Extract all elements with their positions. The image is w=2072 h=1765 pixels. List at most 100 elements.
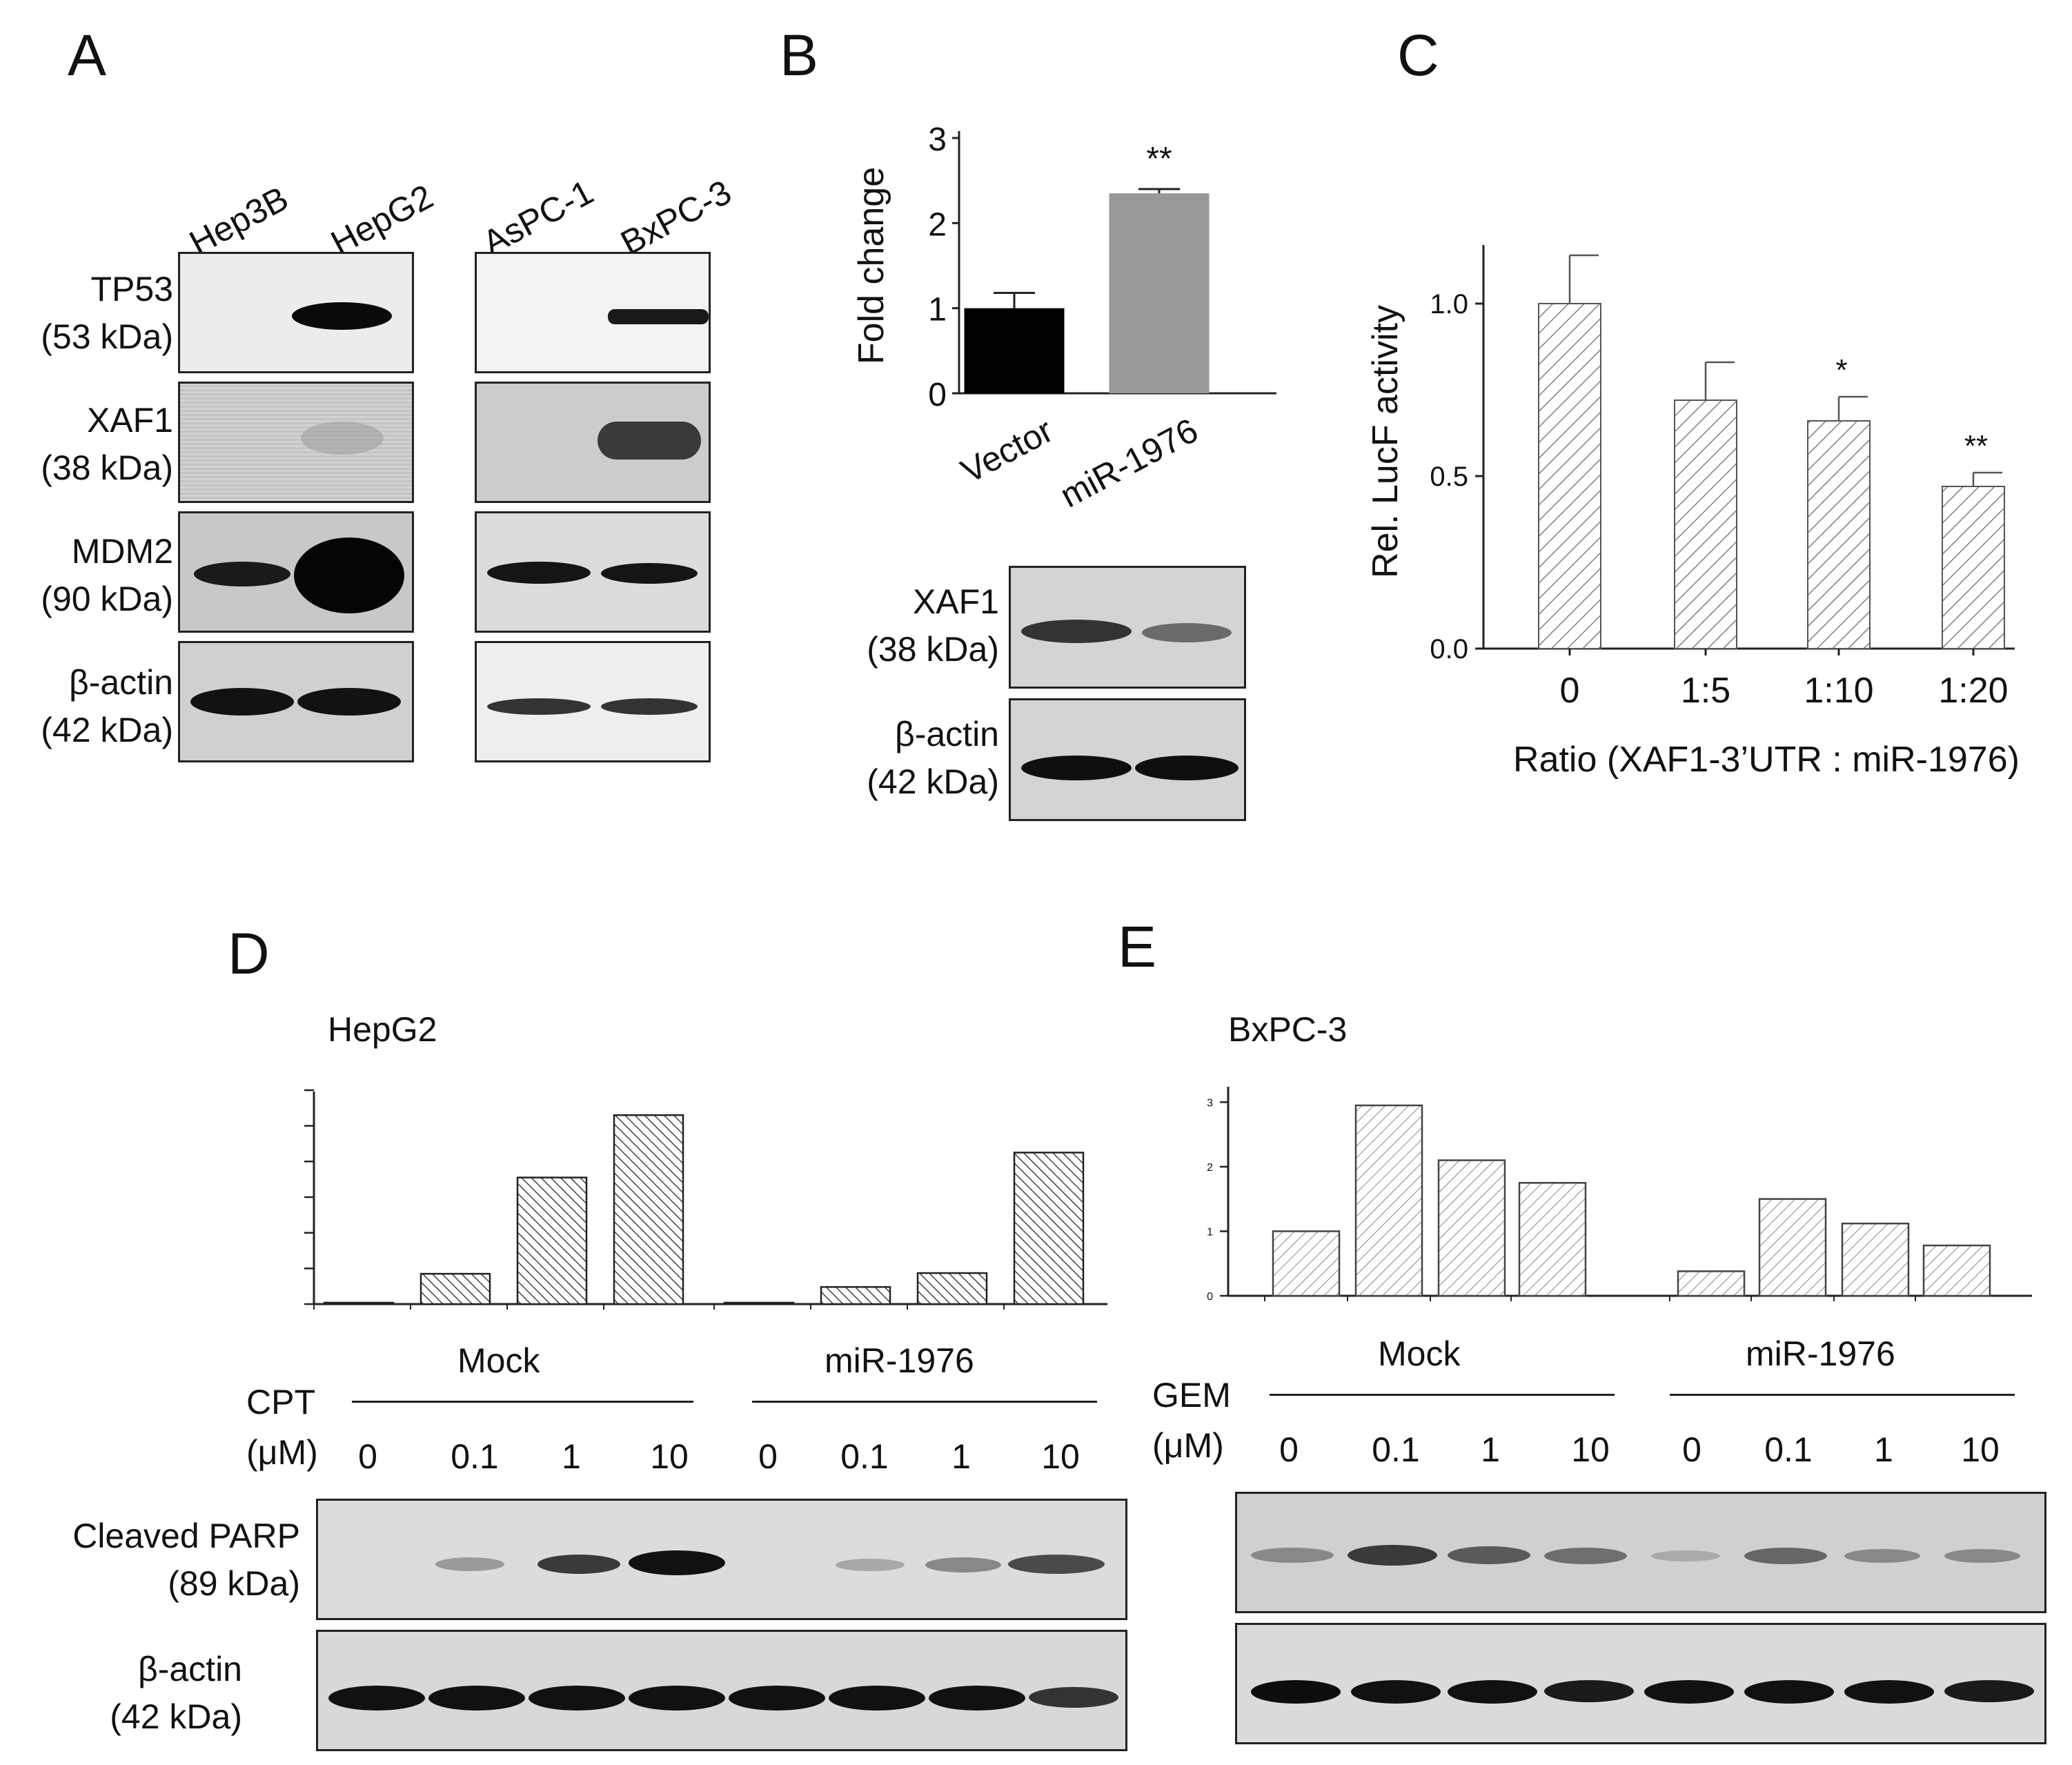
bar <box>1677 1270 1746 1297</box>
y-tick-label: 2 <box>1207 1162 1213 1174</box>
protein-label-d-bactin: β-actin (42 kDa) <box>110 1650 242 1736</box>
e-dose-label: 0 <box>1279 1430 1299 1469</box>
bar <box>1538 303 1601 649</box>
group-line-d-mock <box>352 1401 693 1403</box>
d-dose-label: 10 <box>1041 1437 1080 1476</box>
band <box>487 698 591 715</box>
band <box>428 1686 525 1710</box>
y-tick-label: 0 <box>1207 1291 1213 1303</box>
y-tick-label: 1 <box>1207 1226 1213 1238</box>
band <box>190 688 294 716</box>
e-dose-label: 0 <box>1682 1430 1701 1469</box>
band <box>1448 1680 1537 1704</box>
band <box>925 1557 1001 1572</box>
blot-d-parp <box>316 1499 1127 1620</box>
band <box>537 1555 620 1574</box>
d-dose-label: 10 <box>650 1437 689 1476</box>
band <box>1744 1548 1827 1564</box>
panel-e-letter: E <box>1118 914 1157 979</box>
bar <box>1942 486 2005 649</box>
band <box>487 562 591 584</box>
bar <box>1807 420 1871 649</box>
group-label-e-mir: miR-1976 <box>1746 1334 1895 1373</box>
protein-label-xaf1: XAF1 (38 kDa) <box>41 401 173 487</box>
panel-a-letter: A <box>68 23 107 88</box>
d-dose-label: 0.1 <box>451 1437 499 1476</box>
bar <box>1674 400 1737 649</box>
unit-label-d: (μM) <box>246 1433 318 1472</box>
lane-label-hep3b: Hep3B <box>183 179 295 263</box>
band <box>598 422 701 460</box>
bar <box>516 1176 588 1305</box>
protein-label-d-parp: Cleaved PARP (89 kDa) <box>72 1517 300 1603</box>
y-tick-label: 3 <box>928 121 947 158</box>
band <box>297 688 401 716</box>
band <box>1644 1680 1734 1704</box>
panel-b-letter: B <box>780 23 819 88</box>
band <box>435 1557 504 1571</box>
chart-e: 0 1 2 3 <box>1207 1087 2032 1303</box>
panel-c-letter: C <box>1397 23 1439 88</box>
chart-b: 0 1 2 3 Fold change Vector ** miR-1976 <box>851 121 1276 515</box>
e-dose-label: 1 <box>1481 1430 1500 1469</box>
blot-b-xaf1 <box>1009 566 1246 689</box>
bar <box>723 1301 795 1305</box>
x-tick-label: Vector <box>955 411 1059 491</box>
blot-a-xaf1-liver <box>178 382 414 503</box>
blot-a-mdm2-pancreas <box>475 511 711 633</box>
x-tick-label: 1:20 <box>1938 671 2008 711</box>
band <box>1544 1548 1627 1564</box>
bar <box>1013 1152 1085 1305</box>
band <box>1448 1546 1530 1564</box>
protein-label-b-bactin: β-actin (42 kDa) <box>867 715 999 801</box>
band <box>929 1686 1025 1710</box>
bar <box>1758 1198 1827 1297</box>
band <box>1251 1680 1341 1704</box>
d-dose-label: 0 <box>358 1437 377 1476</box>
unit-label-e: (μM) <box>1152 1426 1224 1465</box>
bar <box>820 1285 891 1305</box>
y-tick-label: 0.0 <box>1430 634 1468 664</box>
blot-a-xaf1-pancreas <box>475 382 711 503</box>
band <box>1351 1680 1441 1704</box>
chart-d <box>304 1089 1107 1310</box>
e-dose-label: 10 <box>1961 1430 2000 1469</box>
bar <box>1354 1104 1423 1297</box>
e-dose-label: 1 <box>1874 1430 1893 1469</box>
significance-marker: ** <box>1146 141 1172 177</box>
group-line-e-mir <box>1670 1394 2015 1396</box>
bar <box>964 308 1065 393</box>
y-tick-label: 3 <box>1207 1097 1213 1109</box>
group-line-d-mir <box>752 1401 1097 1403</box>
bar <box>420 1272 491 1305</box>
blot-e-bactin <box>1235 1623 2046 1744</box>
band <box>629 1550 725 1575</box>
group-line-e-mock <box>1270 1394 1615 1396</box>
e-dose-label: 0.1 <box>1764 1430 1813 1469</box>
band <box>1651 1550 1720 1561</box>
band <box>1944 1549 2020 1563</box>
band <box>729 1686 825 1710</box>
d-dose-label: 1 <box>951 1437 971 1476</box>
band <box>301 422 384 455</box>
band <box>1021 756 1132 780</box>
bar <box>1518 1182 1587 1297</box>
band <box>1021 620 1132 643</box>
lane-label-bxpc3: BxPC-3 <box>614 172 738 263</box>
e-dose-label: 10 <box>1571 1430 1610 1469</box>
band <box>601 698 698 715</box>
protein-label-bactin: β-actin (42 kDa) <box>41 663 173 749</box>
cell-line-label-e: BxPC-3 <box>1228 1010 1348 1049</box>
band <box>601 563 698 584</box>
blot-e-parp <box>1235 1492 2046 1613</box>
band <box>194 562 290 586</box>
group-label-e-mock: Mock <box>1378 1334 1461 1373</box>
y-tick-label: 1.0 <box>1430 289 1468 319</box>
band <box>1348 1545 1437 1566</box>
group-label-d-mir: miR-1976 <box>825 1341 974 1380</box>
lane-label-aspc1: AsPC-1 <box>476 172 600 263</box>
band <box>529 1686 625 1710</box>
y-axis-label: Fold change <box>851 167 891 364</box>
x-axis-label: Ratio (XAF1-3’UTR : miR-1976) <box>1513 740 2020 780</box>
treatment-label-e: GEM <box>1152 1376 1231 1414</box>
